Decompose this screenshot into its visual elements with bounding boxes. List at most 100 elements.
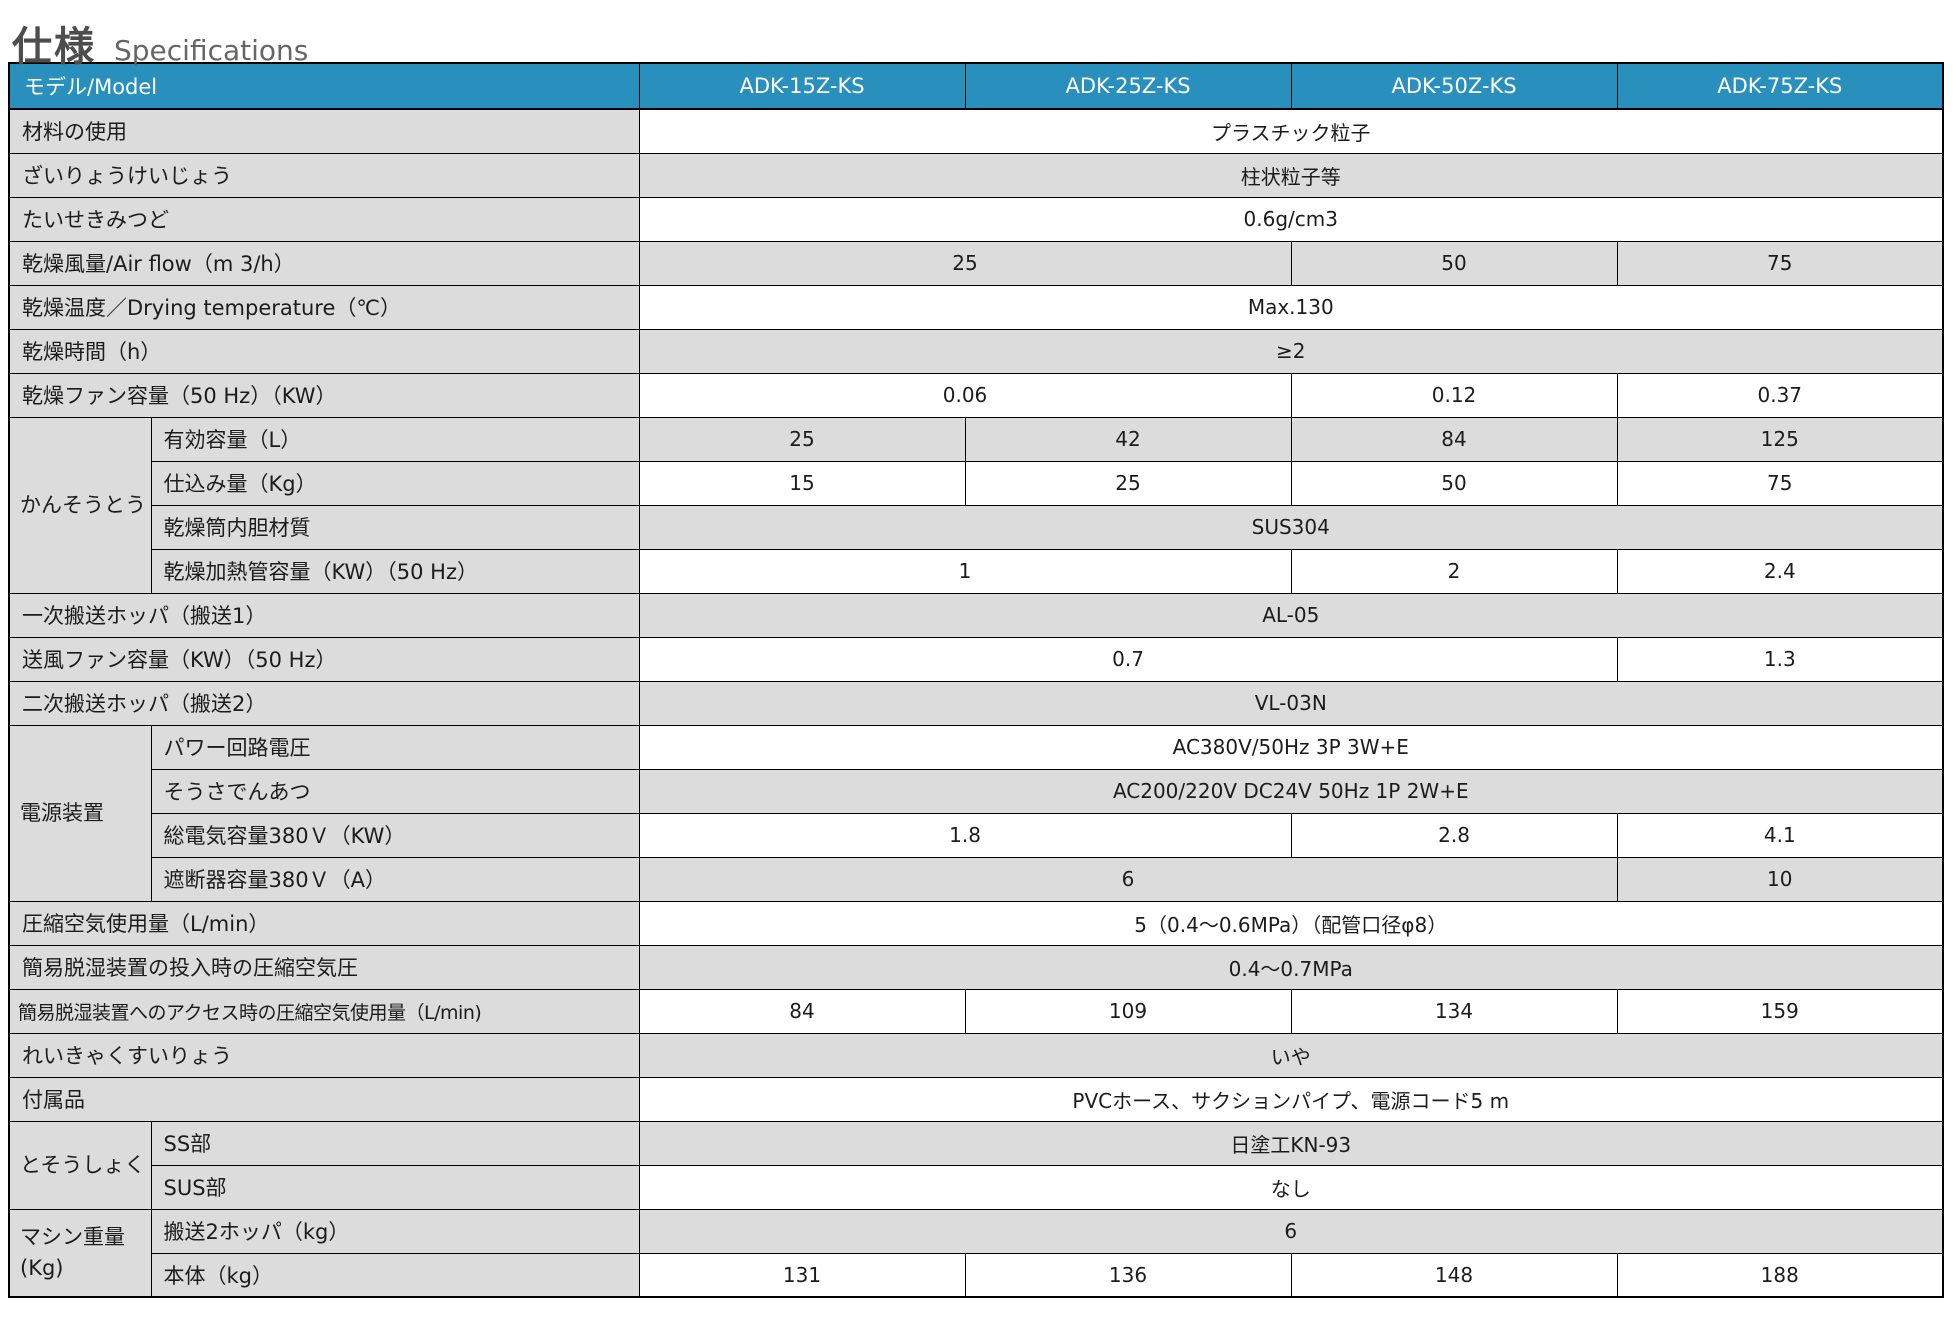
table-row: たいせきみつど 0.6g/cm3 [8,196,1944,242]
model-header-row: モデル/Model ADK-15Z-KS ADK-25Z-KS ADK-50Z-KS… [8,62,1944,110]
spec-table-body: 材料の使用 プラスチック粒子 ざいりょうけいじょう 柱状粒子等 たいせきみつど 0.6g/… [8,108,1944,1298]
spec-cell-r9-c1: 15 [638,460,966,506]
spec-cell-r27-c1: 131 [638,1252,966,1298]
row-label: 仕込み量（Kg） [150,460,640,506]
spec-cell-r7-c2: 0.12 [1290,372,1618,418]
spec-cell-r27-c2: 136 [964,1252,1292,1298]
table-row: ざいりょうけいじょう 柱状粒子等 [8,152,1944,198]
table-row: 仕込み量（Kg） 15 25 50 75 [9,460,1944,506]
spec-cell-r16-c1: AC200/220V DC24V 50Hz 1P 2W+E [638,768,1944,814]
spec-cell-r21-c3: 134 [1290,988,1618,1034]
spec-cell-r8-c1: 25 [638,416,966,462]
row-label: 乾燥温度／Drying temperature（℃） [8,284,640,330]
spec-cell-r4-c3: 75 [1616,240,1944,286]
spec-cell-r3-c1: 0.6g/cm3 [638,196,1944,242]
spec-cell-r8-c3: 84 [1290,416,1618,462]
row-label: 乾燥ファン容量（50 Hz）（KW） [8,372,640,418]
row-label: 本体（kg） [150,1252,640,1298]
row-label: 圧縮空気使用量（L/min） [8,900,640,946]
model-header-1: ADK-25Z-KS [964,62,1292,110]
spec-cell-r6-c1: ≥2 [638,328,1944,374]
model-header-3: ADK-75Z-KS [1616,62,1944,110]
row-label: 乾燥時間（h） [8,328,640,374]
table-row: 電源装置 パワー回路電圧 AC380V/50Hz 3P 3W+E [8,724,1944,902]
spec-cell-r24-c1: 日塗工KN-93 [638,1120,1944,1166]
table-row: 送風ファン容量（KW）（50 Hz） 0.7 1.3 [8,636,1944,682]
table-row: 二次搬送ホッパ（搬送2） VL-03N [8,680,1944,726]
table-row: そうさでんあつ AC200/220V DC24V 50Hz 1P 2W+E [9,768,1944,814]
spec-cell-r21-c4: 159 [1616,988,1944,1034]
table-row: 遮断器容量380Ｖ（A） 6 10 [9,856,1944,902]
table-row: 付属品 PVCホース、サクションパイプ、電源コード5 m [8,1076,1944,1122]
spec-cell-r5-c1: Max.130 [638,284,1944,330]
spec-cell-r9-c4: 75 [1616,460,1944,506]
table-row: 材料の使用 プラスチック粒子 [8,108,1944,154]
row-label: 遮断器容量380Ｖ（A） [150,856,640,902]
spec-cell-r19-c1: 5（0.4～0.6MPa）（配管口径φ8） [638,900,1944,946]
table-row: れいきゃくすいりょう いや [8,1032,1944,1078]
row-label: そうさでんあつ [150,768,640,814]
row-label: 搬送2ホッパ（kg） [150,1208,640,1254]
spec-cell-r17-c2: 2.8 [1290,812,1618,858]
row-label: 乾燥風量/Air flow（m 3/h） [8,240,640,286]
spec-cell-r2-c1: 柱状粒子等 [638,152,1944,198]
row-label: 総電気容量380Ｖ（KW） [150,812,640,858]
table-row: 圧縮空気使用量（L/min） 5（0.4～0.6MPa）（配管口径φ8） [8,900,1944,946]
spec-cell-r10-c1: SUS304 [638,504,1944,550]
table-row: 簡易脱湿装置へのアクセス時の圧縮空気使用量（L/min) 84 109 134 159 [8,988,1944,1034]
page-title: 仕様 Specifications [0,0,1958,70]
specifications-table: モデル/Model ADK-15Z-KS ADK-25Z-KS ADK-50Z-KS… [8,62,1945,1298]
spec-cell-r21-c1: 84 [638,988,966,1034]
spec-cell-r11-c3: 2.4 [1616,548,1944,594]
table-row: 乾燥風量/Air flow（m 3/h） 25 50 75 [8,240,1944,286]
model-header-0: ADK-15Z-KS [638,62,966,110]
spec-cell-r17-c3: 4.1 [1616,812,1944,858]
row-label: れいきゃくすいりょう [8,1032,640,1078]
spec-cell-r27-c3: 148 [1290,1252,1618,1298]
table-row: とそうしょく SS部 日塗工KN-93 [8,1120,1944,1210]
spec-cell-r12-c1: AL-05 [638,592,1944,638]
row-label: 付属品 [8,1076,640,1122]
table-row: 総電気容量380Ｖ（KW） 1.8 2.8 4.1 [9,812,1944,858]
spec-cell-r18-c1: 6 [638,856,1618,902]
row-label: 乾燥加熱管容量（KW）（50 Hz） [150,548,640,594]
row-label: ざいりょうけいじょう [8,152,640,198]
table-row: SUS部 なし [9,1164,1944,1210]
spec-cell-r14-c1: VL-03N [638,680,1944,726]
spec-cell-r18-c2: 10 [1616,856,1944,902]
spec-cell-r11-c1: 1 [638,548,1292,594]
model-header-label: モデル/Model [8,62,640,110]
row-label: 簡易脱湿装置の投入時の圧縮空気圧 [8,944,640,990]
group-label: とそうしょく [8,1120,152,1210]
row-label: パワー回路電圧 [150,724,640,770]
table-row: マシン重量 (Kg) 搬送2ホッパ（kg） 6 [8,1208,1944,1298]
table-row: 乾燥加熱管容量（KW）（50 Hz） 1 2 2.4 [9,548,1944,594]
spec-cell-r9-c3: 50 [1290,460,1618,506]
spec-cell-r27-c4: 188 [1616,1252,1944,1298]
spec-cell-r8-c4: 125 [1616,416,1944,462]
table-row: 簡易脱湿装置の投入時の圧縮空気圧 0.4～0.7MPa [8,944,1944,990]
group-label: 電源装置 [8,724,152,902]
row-label: 一次搬送ホッパ（搬送1） [8,592,640,638]
table-row: 乾燥時間（h） ≥2 [8,328,1944,374]
row-label: たいせきみつど [8,196,640,242]
table-row: 乾燥筒内胆材質 SUS304 [9,504,1944,550]
group-label: かんそうとう [8,416,152,594]
row-label: SS部 [150,1120,640,1166]
group-label: マシン重量 (Kg) [8,1208,152,1298]
spec-cell-r15-c1: AC380V/50Hz 3P 3W+E [638,724,1944,770]
spec-cell-r22-c1: いや [638,1032,1944,1078]
spec-cell-r23-c1: PVCホース、サクションパイプ、電源コード5 m [638,1076,1944,1122]
spec-cell-r8-c2: 42 [964,416,1292,462]
spec-cell-r25-c1: なし [638,1164,1944,1210]
spec-cell-r20-c1: 0.4～0.7MPa [638,944,1944,990]
spec-cell-r11-c2: 2 [1290,548,1618,594]
table-row: 本体（kg） 131 136 148 188 [9,1252,1944,1298]
table-row: かんそうとう 有効容量（L） 25 42 84 125 [8,416,1944,594]
spec-cell-r26-c1: 6 [638,1208,1944,1254]
spec-cell-r1-c1: プラスチック粒子 [638,108,1944,154]
spec-cell-r4-c2: 50 [1290,240,1618,286]
row-label: 乾燥筒内胆材質 [150,504,640,550]
row-label: 有効容量（L） [150,416,640,462]
table-row: 乾燥温度／Drying temperature（℃） Max.130 [8,284,1944,330]
